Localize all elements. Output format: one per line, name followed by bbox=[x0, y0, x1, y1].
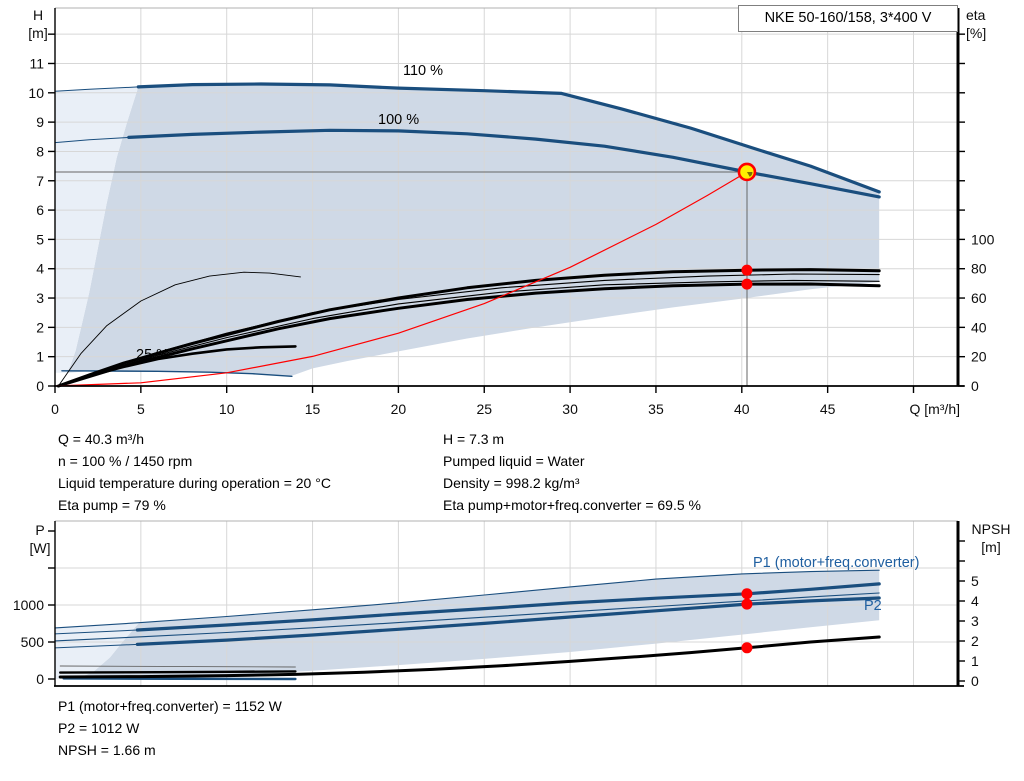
npsh-thin-line bbox=[59, 665, 296, 668]
p2-point bbox=[741, 598, 753, 610]
curve-label: P2 bbox=[864, 598, 882, 614]
tick-label: 6 bbox=[36, 202, 44, 218]
tick-label: 4 bbox=[36, 261, 44, 277]
text-line: P2 = 1012 W bbox=[58, 720, 140, 736]
eta-pump-curve bbox=[56, 268, 881, 388]
p-axis-title-line1: P bbox=[35, 522, 45, 538]
eta-25-curve bbox=[57, 345, 297, 388]
p2-110-curve bbox=[54, 592, 880, 642]
curve-label: 110 % bbox=[403, 63, 443, 79]
p2-25-curve bbox=[62, 677, 297, 681]
text-line: P1 (motor+freq.converter) = 1152 W bbox=[58, 698, 282, 714]
tick-label: 0 bbox=[971, 673, 979, 689]
text-line: Q = 40.3 m³/h bbox=[58, 431, 144, 447]
tick-label: 2 bbox=[971, 633, 979, 649]
p2-100-curve bbox=[135, 596, 881, 646]
speed-110-curve bbox=[136, 82, 881, 194]
p-axis-title-line2: [W] bbox=[29, 540, 51, 556]
tick-label: 0 bbox=[36, 671, 44, 687]
curve-label: P1 (motor+freq.converter) bbox=[753, 555, 919, 571]
speed-100-curve bbox=[127, 128, 881, 199]
tick-label: 20 bbox=[971, 349, 987, 365]
tick-label: 45 bbox=[820, 401, 836, 417]
eta-pump-point bbox=[741, 264, 753, 276]
tick-label: 60 bbox=[971, 290, 987, 306]
text-line: Pumped liquid = Water bbox=[443, 453, 585, 469]
text-line: Density = 998.2 kg/m³ bbox=[443, 475, 580, 491]
tick-label: 7 bbox=[36, 173, 44, 189]
speed-110-curve-min bbox=[54, 86, 139, 92]
p1-100-curve bbox=[135, 582, 881, 632]
p1-110-curve bbox=[54, 569, 880, 629]
duty-point-wedge bbox=[746, 171, 753, 177]
tick-label: 15 bbox=[305, 401, 321, 417]
npsh-axis-title: NPSH [m] bbox=[962, 520, 1020, 556]
curve-label: 25 % bbox=[136, 347, 169, 363]
h-axis-title-line1: H bbox=[32, 7, 44, 23]
min-flow-region bbox=[55, 86, 139, 373]
tick-label: 25 bbox=[476, 401, 492, 417]
tick-label: 1 bbox=[36, 349, 44, 365]
text-line: NPSH = 1.66 m bbox=[58, 742, 156, 758]
tick-label: 3 bbox=[36, 290, 44, 306]
npsh-axis-title-line1: NPSH bbox=[971, 521, 1011, 537]
text-line: Eta pump = 79 % bbox=[58, 497, 166, 513]
tick-label: 0 bbox=[51, 401, 59, 417]
eta-axis-title: eta [%] bbox=[966, 6, 1010, 42]
h-axis-title-line2: [m] bbox=[28, 25, 48, 41]
tick-label: 35 bbox=[648, 401, 664, 417]
eta-thin-lower bbox=[57, 279, 880, 387]
speed-100-curve-min bbox=[54, 136, 130, 144]
tick-label: 80 bbox=[971, 261, 987, 277]
text-line: Eta pump+motor+freq.converter = 69.5 % bbox=[443, 497, 701, 513]
tick-label: 5 bbox=[36, 231, 44, 247]
p1-100-curve-min bbox=[54, 629, 138, 635]
tick-label: 4 bbox=[971, 593, 979, 609]
power-min-flow-region bbox=[55, 622, 140, 679]
tick-label: 20 bbox=[391, 401, 407, 417]
tick-label: 10 bbox=[28, 85, 44, 101]
h-axis-title: H [m] bbox=[20, 6, 56, 42]
tick-label: 2 bbox=[36, 319, 44, 335]
tick-label: 100 bbox=[971, 231, 995, 247]
pump-title-box: NKE 50-160/158, 3*400 V bbox=[738, 5, 958, 32]
tick-label: 1 bbox=[971, 653, 979, 669]
tick-label: 9 bbox=[36, 114, 44, 130]
tick-label: 40 bbox=[734, 401, 750, 417]
tick-label: 40 bbox=[971, 319, 987, 335]
duty-info-left: Q = 40.3 m³/h n = 100 % / 1450 rpm Liquid … bbox=[58, 428, 331, 516]
p1-point bbox=[741, 588, 753, 600]
system-curve bbox=[54, 171, 748, 387]
text-line: Liquid temperature during operation = 20… bbox=[58, 475, 331, 491]
text-line: H = 7.3 m bbox=[443, 431, 505, 447]
tick-label: 500 bbox=[21, 634, 45, 650]
eta-axis-title-line1: eta bbox=[966, 7, 986, 23]
tick-label: 3 bbox=[971, 613, 979, 629]
result-values: P1 (motor+freq.converter) = 1152 W P2 = 1… bbox=[58, 695, 282, 761]
npsh-point bbox=[741, 642, 753, 654]
tick-label: 0 bbox=[971, 378, 979, 394]
tick-label: 0 bbox=[36, 378, 44, 394]
duty-info-right: H = 7.3 m Pumped liquid = Water Density = … bbox=[443, 428, 701, 516]
eta-total-point bbox=[741, 278, 753, 290]
tick-label: 8 bbox=[36, 143, 44, 159]
x-axis-unit-label: Q [m³/h] bbox=[909, 401, 960, 417]
tick-label: 30 bbox=[562, 401, 578, 417]
operating-envelope bbox=[67, 84, 880, 376]
npsh-25-curve bbox=[59, 670, 297, 674]
eta-axis-title-line2: [%] bbox=[966, 25, 987, 41]
curve-label: 100 % bbox=[378, 112, 419, 128]
tick-label: 11 bbox=[29, 55, 44, 71]
tick-label: 5 bbox=[137, 401, 145, 417]
p-axis-title: P [W] bbox=[22, 521, 58, 557]
text-line: n = 100 % / 1450 rpm bbox=[58, 453, 193, 469]
eta-arc-low-speed bbox=[57, 271, 301, 387]
tick-label: 10 bbox=[219, 401, 235, 417]
tick-label: 1000 bbox=[13, 597, 44, 613]
tick-label: 5 bbox=[971, 573, 979, 589]
npsh-axis-title-line2: [m] bbox=[981, 539, 1001, 555]
p2-100-curve-min bbox=[54, 643, 138, 649]
